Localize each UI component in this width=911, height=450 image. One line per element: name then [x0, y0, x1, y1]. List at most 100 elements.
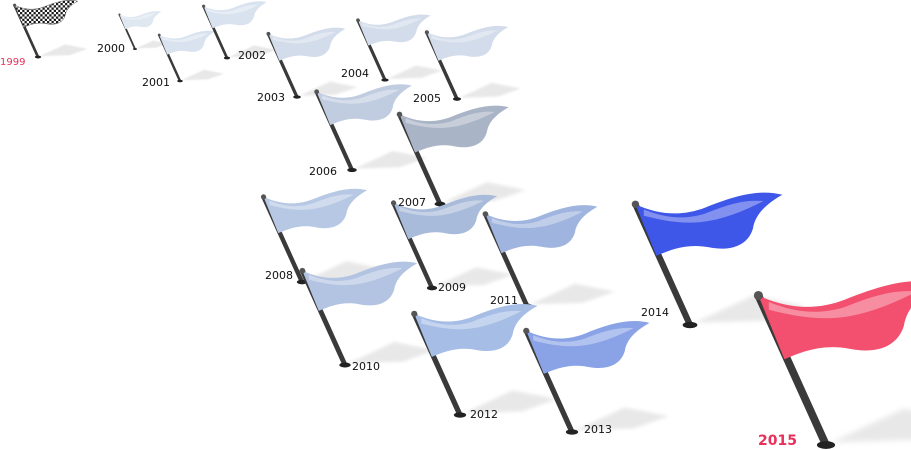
- flag-shadow: [443, 182, 526, 203]
- pole-base: [453, 412, 467, 418]
- year-label-2003: 2003: [257, 91, 285, 104]
- pole-top: [396, 111, 403, 118]
- pole-base: [293, 95, 301, 99]
- flag-highlight: [269, 194, 354, 210]
- flag-highlight: [272, 31, 336, 44]
- flag-1999: [13, 0, 88, 59]
- pole-top: [482, 211, 489, 217]
- flag-shadow: [39, 44, 88, 57]
- flag-cloth: [203, 1, 267, 29]
- year-label-2004: 2004: [341, 67, 369, 80]
- pole-top: [202, 4, 206, 8]
- pole-base: [682, 321, 698, 329]
- pole-top: [13, 3, 17, 7]
- pole-top: [356, 18, 360, 23]
- year-label-2005: 2005: [413, 92, 441, 105]
- pole-base: [565, 429, 579, 435]
- flag-2012: [411, 304, 557, 418]
- pole-base: [223, 56, 231, 60]
- flag-highlight: [207, 4, 259, 15]
- flag-shadow: [387, 65, 443, 79]
- flag-2000: [118, 11, 168, 50]
- flag-highlight: [533, 327, 634, 347]
- flag-shadow: [459, 82, 521, 98]
- flag-2005: [424, 25, 521, 101]
- year-label-2002: 2002: [238, 49, 266, 62]
- flag-highlight: [768, 291, 911, 319]
- flag-cloth: [414, 304, 538, 357]
- year-label-2006: 2006: [309, 165, 337, 178]
- flag-2015: [753, 281, 911, 449]
- flag-2003: [266, 27, 358, 99]
- pole-base: [339, 362, 351, 368]
- flag-cloth: [758, 281, 911, 360]
- pole-base: [132, 48, 138, 50]
- flag-shadow: [463, 390, 557, 414]
- flag-cloth: [14, 0, 79, 28]
- year-label-2008: 2008: [265, 269, 293, 282]
- flag-cloth: [357, 14, 431, 46]
- flag-shadow: [434, 267, 514, 287]
- year-label-2012: 2012: [470, 408, 498, 421]
- pole-base: [177, 79, 183, 83]
- pole-top: [411, 310, 418, 317]
- flag-cloth: [159, 30, 216, 55]
- flag-2011: [482, 205, 615, 309]
- pole-top: [118, 13, 121, 16]
- flag-cloth: [485, 205, 598, 254]
- pole-base: [381, 78, 389, 82]
- year-label-2010: 2010: [352, 360, 380, 373]
- flag-2010: [299, 261, 436, 368]
- flag-shadow: [831, 408, 911, 443]
- pole-top: [631, 200, 640, 208]
- flag-shadow: [304, 261, 384, 281]
- flag-2013: [523, 321, 669, 435]
- flag-cloth: [399, 105, 509, 153]
- year-label-1999: 1999: [0, 57, 26, 68]
- flag-cloth: [263, 188, 368, 234]
- flag-shadow: [530, 283, 615, 305]
- pole-top: [390, 200, 397, 206]
- year-label-2013: 2013: [584, 423, 612, 436]
- flag-cloth: [635, 192, 783, 256]
- flag-cloth: [316, 84, 412, 126]
- flag-2002: [202, 1, 277, 60]
- flag-cloth: [526, 321, 650, 374]
- flag-highlight: [399, 200, 484, 216]
- pole-base: [347, 167, 357, 173]
- pole-top: [424, 30, 429, 35]
- flag-highlight: [322, 89, 400, 104]
- flag-cloth: [119, 11, 162, 30]
- year-label-2000: 2000: [97, 42, 125, 55]
- flag-2004: [356, 14, 443, 82]
- flag-highlight: [162, 33, 208, 43]
- pole-base: [816, 441, 836, 449]
- pole-top: [299, 267, 306, 274]
- flag-highlight: [308, 267, 403, 286]
- flag-2008: [260, 188, 384, 285]
- flag-shadow: [348, 342, 436, 364]
- flag-shadow: [181, 69, 224, 81]
- pole-top: [314, 89, 320, 95]
- year-label-2014: 2014: [641, 306, 669, 319]
- flag-2001: [157, 30, 224, 83]
- flag-highlight: [362, 18, 422, 30]
- flag-highlight: [405, 111, 495, 128]
- year-label-2001: 2001: [142, 76, 170, 89]
- flag-shadow: [354, 150, 427, 169]
- year-label-2007: 2007: [398, 196, 426, 209]
- flag-highlight: [431, 30, 498, 43]
- pole-top: [157, 33, 161, 37]
- year-label-2015: 2015: [758, 433, 797, 449]
- flag-2007: [396, 105, 526, 207]
- pole-base: [452, 97, 462, 101]
- flag-2006: [314, 84, 427, 173]
- flag-cloth: [426, 25, 509, 61]
- flag-highlight: [491, 211, 583, 229]
- year-label-2009: 2009: [438, 281, 466, 294]
- flag-highlight: [643, 200, 764, 223]
- flag-cloth: [302, 261, 418, 311]
- pole-top: [753, 290, 763, 301]
- pole-base: [426, 285, 438, 291]
